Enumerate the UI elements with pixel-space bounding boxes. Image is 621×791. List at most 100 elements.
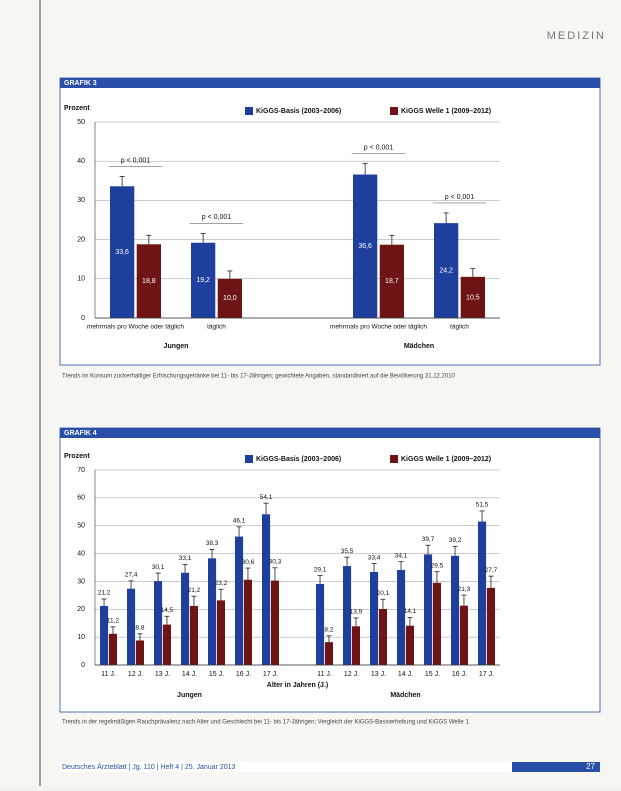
value-label: 8,2 [324, 626, 333, 633]
value-label: 14,1 [404, 608, 417, 615]
bar [190, 242, 216, 318]
value-label: 10,5 [466, 294, 480, 301]
bar [396, 570, 406, 665]
legend-label: KiGGS Welle 1 (2009–2012) [401, 456, 491, 463]
bar [369, 571, 379, 665]
y-tick-label: 30 [77, 578, 85, 585]
bar [217, 278, 243, 318]
bar [405, 625, 415, 665]
value-label: 54,1 [260, 494, 273, 501]
value-label: 46,1 [233, 518, 246, 525]
footer-page: 27 [586, 762, 595, 771]
footer-bar [60, 762, 600, 772]
value-label: 30,6 [242, 559, 255, 566]
value-label: 8,8 [135, 625, 144, 632]
x-tick-label: 12 J. [128, 671, 143, 678]
value-label: 33,6 [115, 249, 129, 256]
value-label: 19,2 [196, 277, 210, 284]
x-tick-label: täglich [450, 324, 469, 331]
legend-label: KiGGS Welle 1 (2009–2012) [401, 108, 491, 115]
annotation: p < 0,001 [445, 194, 474, 201]
bar [459, 605, 469, 665]
chart-header [60, 428, 600, 438]
x-tick-label: 16 J. [236, 671, 251, 678]
x-tick-label: 15 J. [425, 671, 440, 678]
x-tick-label: 14 J. [398, 671, 413, 678]
bar [153, 581, 163, 665]
caption: Trends im Konsum zuckerhaltiger Erfrisch… [62, 374, 456, 380]
annotation: p < 0,001 [202, 214, 231, 221]
y-axis-label: Prozent [64, 105, 90, 112]
x-tick-label: 16 J. [452, 671, 467, 678]
footer-journal: Deutsches Ärzteblatt | Jg. 110 | Heft 4 … [62, 763, 236, 771]
y-tick-label: 20 [77, 236, 85, 243]
bar [460, 276, 486, 318]
x-tick-label: 11 J. [317, 671, 332, 678]
bar [207, 558, 217, 665]
value-label: 36,6 [358, 243, 372, 250]
annotation: p < 0,001 [364, 144, 393, 151]
value-label: 13,9 [350, 609, 363, 616]
x-tick-label: 13 J. [371, 671, 386, 678]
bar [108, 633, 118, 665]
value-label: 29,1 [314, 566, 327, 573]
value-label: 21,3 [458, 586, 471, 593]
y-tick-label: 50 [77, 119, 85, 126]
value-label: 23,2 [215, 580, 228, 587]
bar [379, 244, 405, 318]
legend-swatch [390, 455, 398, 463]
bar [109, 186, 135, 318]
y-tick-label: 30 [77, 197, 85, 204]
value-label: 30,1 [152, 564, 165, 571]
chart-title: GRAFIK 4 [64, 430, 97, 437]
y-tick-label: 20 [77, 606, 85, 613]
y-tick-label: 40 [77, 550, 85, 557]
bar [126, 588, 136, 665]
x-tick-label: 15 J. [209, 671, 224, 678]
value-label: 39,2 [449, 537, 462, 544]
value-label: 34,1 [395, 552, 408, 559]
legend-swatch [245, 107, 253, 115]
bar [432, 582, 442, 665]
value-label: 51,5 [476, 502, 489, 509]
bar [423, 554, 433, 665]
value-label: 30,3 [269, 558, 282, 565]
bar [234, 536, 244, 665]
group-label: Mädchen [404, 343, 434, 350]
caption: Trends in der regelmäßigen Rauchprävalen… [62, 720, 469, 726]
x-tick-label: 11 J. [101, 671, 116, 678]
bar [342, 566, 352, 665]
x-tick-label: 14 J. [182, 671, 197, 678]
x-tick-label: 12 J. [344, 671, 359, 678]
x-axis-label: Alter in Jahren (J.) [267, 682, 328, 689]
value-label: 18,7 [385, 278, 399, 285]
value-label: 11,2 [107, 618, 120, 625]
group-label: Mädchen [390, 692, 420, 699]
bar [99, 605, 109, 665]
bar [189, 605, 199, 665]
chart-box [59, 77, 601, 366]
value-label: 38,3 [206, 540, 219, 547]
bar [261, 514, 271, 665]
bar [352, 174, 378, 318]
bar [324, 642, 334, 665]
value-label: 33,4 [368, 554, 381, 561]
group-label: Jungen [177, 692, 202, 699]
bar [136, 244, 162, 318]
y-tick-label: 70 [77, 467, 85, 474]
value-label: 21,2 [188, 587, 201, 594]
value-label: 27,4 [125, 572, 138, 579]
bar [135, 640, 145, 665]
chart-box [59, 427, 601, 713]
x-tick-label: mehrmals pro Woche oder täglich [87, 324, 184, 331]
value-label: 39,7 [422, 536, 435, 543]
y-tick-label: 10 [77, 276, 85, 283]
x-tick-label: 13 J. [155, 671, 170, 678]
value-label: 29,5 [431, 562, 444, 569]
x-tick-label: mehrmals pro Woche oder täglich [330, 324, 427, 331]
section-header: MEDIZIN [547, 30, 606, 42]
value-label: 14,5 [161, 607, 174, 614]
annotation: p < 0,001 [121, 157, 150, 164]
